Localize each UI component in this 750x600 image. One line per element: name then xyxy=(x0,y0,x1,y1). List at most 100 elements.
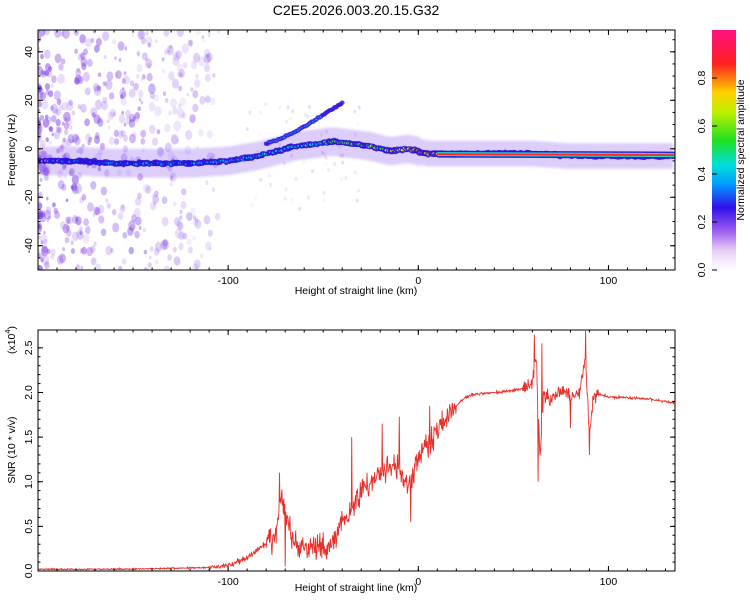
noise-speck xyxy=(74,74,82,84)
noise-speck xyxy=(66,229,72,237)
noise-speck xyxy=(84,87,91,96)
noise-speck xyxy=(38,251,41,258)
noise-speck xyxy=(100,228,107,237)
y-tick-label: -40 xyxy=(23,238,35,253)
noise-speck xyxy=(195,30,201,36)
noise-speck xyxy=(168,110,172,116)
noise-speck xyxy=(51,132,55,137)
noise-speck xyxy=(162,69,165,73)
y-tick-label: 2.0 xyxy=(23,385,35,400)
noise-speck xyxy=(87,202,94,212)
noise-speck xyxy=(257,132,261,137)
noise-speck xyxy=(80,57,88,67)
noise-speck xyxy=(152,194,159,204)
noise-speck xyxy=(73,30,80,36)
noise-speck xyxy=(201,35,205,40)
noise-speck xyxy=(194,219,202,229)
noise-speck xyxy=(71,110,76,116)
noise-speck xyxy=(38,248,41,253)
noise-speck xyxy=(133,220,136,224)
noise-speck xyxy=(38,108,41,113)
noise-speck xyxy=(93,241,97,246)
noise-speck xyxy=(340,177,344,182)
noise-speck xyxy=(38,33,42,43)
noise-speck xyxy=(285,119,288,124)
noise-speck xyxy=(177,103,182,109)
noise-speck xyxy=(80,265,84,270)
noise-speck xyxy=(85,38,92,48)
noise-speck xyxy=(66,138,72,147)
noise-speck xyxy=(107,125,111,130)
noise-speck xyxy=(41,211,46,218)
noise-speck xyxy=(51,202,56,208)
y-tick-label: 20 xyxy=(23,94,35,106)
noise-speck xyxy=(38,66,41,71)
noise-speck xyxy=(39,114,45,121)
noise-speck xyxy=(175,228,183,239)
noise-speck xyxy=(333,162,337,167)
noise-speck xyxy=(54,30,62,38)
noise-speck xyxy=(48,66,53,72)
noise-speck xyxy=(71,183,77,192)
noise-speck xyxy=(267,173,271,178)
noise-speck xyxy=(38,223,41,229)
noise-speck xyxy=(118,58,122,63)
noise-speck xyxy=(109,92,115,100)
noise-speck xyxy=(189,113,196,124)
colorbar-tick-label: 0.2 xyxy=(696,215,708,230)
colorbar-gradient xyxy=(712,30,736,270)
noise-speck xyxy=(63,129,69,136)
noise-speck xyxy=(187,39,193,47)
noise-speck xyxy=(90,257,97,266)
noise-speck xyxy=(203,48,211,58)
snr-y-ticks: 0.0 0.5 1.0 1.5 2.0 2.5 xyxy=(23,340,675,578)
noise-speck xyxy=(149,124,156,134)
snr-y-scale-exponent: 4 xyxy=(3,329,12,333)
noise-speck xyxy=(107,111,114,121)
noise-speck xyxy=(38,135,41,143)
noise-speck xyxy=(136,30,144,40)
noise-speck xyxy=(120,130,126,137)
noise-speck xyxy=(76,219,81,226)
noise-speck xyxy=(145,58,153,69)
noise-speck xyxy=(104,82,108,87)
noise-speck xyxy=(120,204,126,213)
colorbar-ticks: 0.0 0.2 0.4 0.6 0.8 xyxy=(696,71,717,277)
noise-speck xyxy=(341,160,345,165)
noise-speck xyxy=(67,134,75,144)
x-tick-label: 0 xyxy=(415,275,421,287)
noise-speck xyxy=(118,114,126,124)
noise-speck xyxy=(62,30,70,39)
noise-speck xyxy=(53,207,58,214)
noise-speck xyxy=(85,133,91,142)
noise-speck xyxy=(56,255,64,265)
noise-speck xyxy=(194,78,201,88)
noise-speck xyxy=(294,176,298,181)
noise-speck xyxy=(61,121,65,126)
noise-speck xyxy=(216,30,221,34)
noise-speck xyxy=(206,130,213,139)
noise-speck xyxy=(178,242,184,250)
noise-speck xyxy=(120,94,124,100)
snr-y-scale-base: (x10 xyxy=(6,333,18,354)
ridge-band-core xyxy=(437,153,675,156)
noise-speck xyxy=(138,97,142,102)
noise-speck xyxy=(41,100,49,110)
noise-speck xyxy=(54,210,60,219)
noise-speck xyxy=(160,240,168,250)
noise-speck xyxy=(134,111,141,120)
noise-speck xyxy=(136,52,140,57)
noise-speck xyxy=(97,204,105,214)
noise-speck xyxy=(177,108,185,119)
noise-speck xyxy=(177,222,184,231)
noise-speck xyxy=(182,62,188,69)
noise-speck xyxy=(209,97,216,106)
noise-speck xyxy=(180,200,187,210)
y-tick-label: 0.0 xyxy=(23,564,35,579)
noise-speck xyxy=(268,182,272,187)
noise-speck xyxy=(186,93,189,97)
noise-speck xyxy=(48,140,52,145)
noise-speck xyxy=(140,100,144,105)
noise-speck xyxy=(65,225,71,231)
